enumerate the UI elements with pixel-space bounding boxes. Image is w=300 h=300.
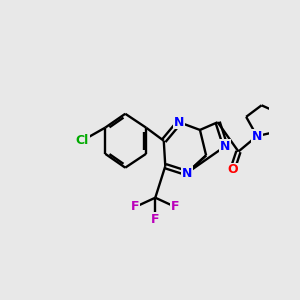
- Text: N: N: [182, 167, 192, 180]
- Text: N: N: [252, 130, 262, 142]
- Text: F: F: [131, 200, 140, 213]
- Text: F: F: [171, 200, 180, 213]
- Text: F: F: [151, 213, 160, 226]
- Text: N: N: [220, 140, 230, 153]
- Text: Cl: Cl: [76, 134, 89, 147]
- Text: O: O: [227, 164, 238, 176]
- Text: N: N: [174, 116, 184, 129]
